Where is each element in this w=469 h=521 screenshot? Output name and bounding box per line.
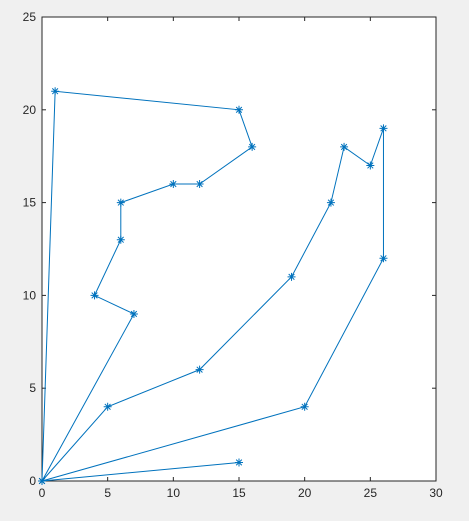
data-marker xyxy=(300,402,309,411)
x-tick-label: 20 xyxy=(298,486,312,500)
data-marker xyxy=(103,402,112,411)
y-tick-label: 10 xyxy=(23,288,37,302)
y-tick-label: 15 xyxy=(23,196,37,210)
data-marker xyxy=(379,124,388,133)
axes-box xyxy=(41,16,437,482)
y-tick-label: 25 xyxy=(23,10,37,24)
y-tick-label: 20 xyxy=(23,103,37,117)
data-line xyxy=(41,90,384,482)
x-tick-label: 25 xyxy=(364,486,378,500)
data-marker xyxy=(51,87,60,96)
data-marker xyxy=(195,180,204,189)
x-tick-label: 0 xyxy=(39,486,46,500)
data-marker xyxy=(195,365,204,374)
y-tick-label: 5 xyxy=(29,381,36,395)
data-marker xyxy=(129,309,138,318)
data-marker xyxy=(248,142,257,151)
plot-area xyxy=(42,17,436,481)
data-marker xyxy=(326,198,335,207)
data-marker xyxy=(235,458,243,467)
x-tick-label: 5 xyxy=(104,486,111,500)
y-tick-label: 0 xyxy=(29,474,36,488)
data-marker xyxy=(90,291,99,300)
data-marker xyxy=(340,142,349,151)
x-tick-label: 10 xyxy=(167,486,181,500)
data-marker xyxy=(38,477,46,485)
data-marker xyxy=(116,198,125,207)
data-marker xyxy=(169,180,178,189)
data-marker xyxy=(379,254,388,263)
data-marker xyxy=(235,105,243,114)
x-tick-label: 30 xyxy=(429,486,443,500)
x-tick-label: 15 xyxy=(232,486,246,500)
data-marker xyxy=(287,272,296,281)
data-marker xyxy=(366,161,375,170)
data-marker xyxy=(116,235,125,244)
